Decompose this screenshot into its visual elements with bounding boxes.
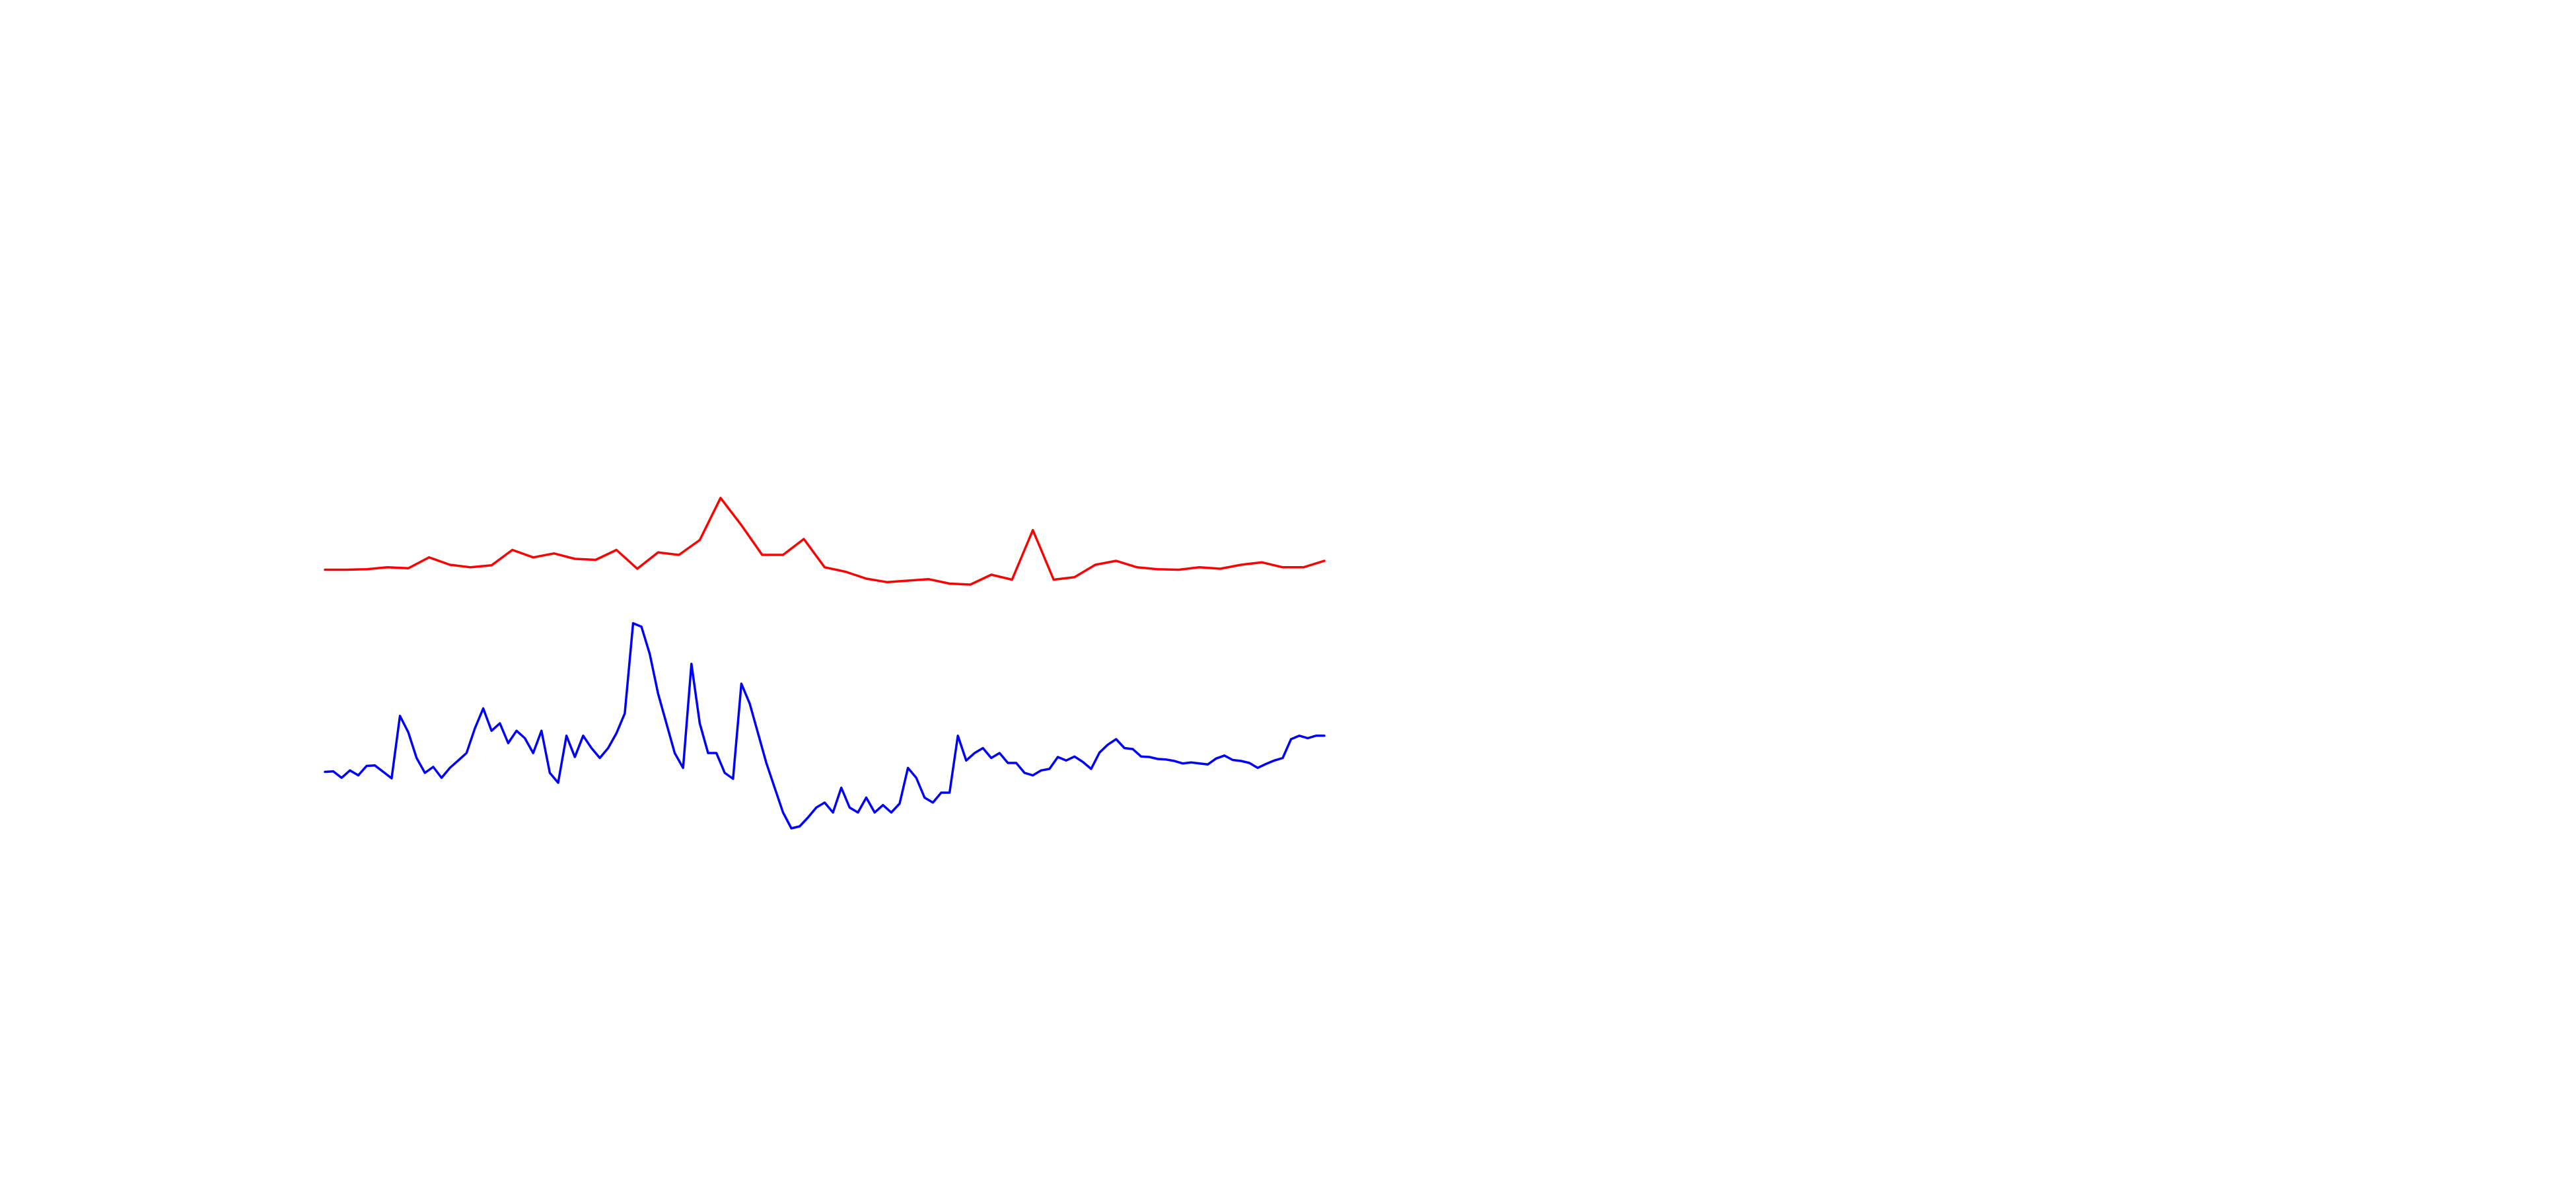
- series-line-2: [324, 622, 1326, 830]
- series-line-1: [324, 497, 1326, 586]
- series-layer: [324, 497, 1326, 830]
